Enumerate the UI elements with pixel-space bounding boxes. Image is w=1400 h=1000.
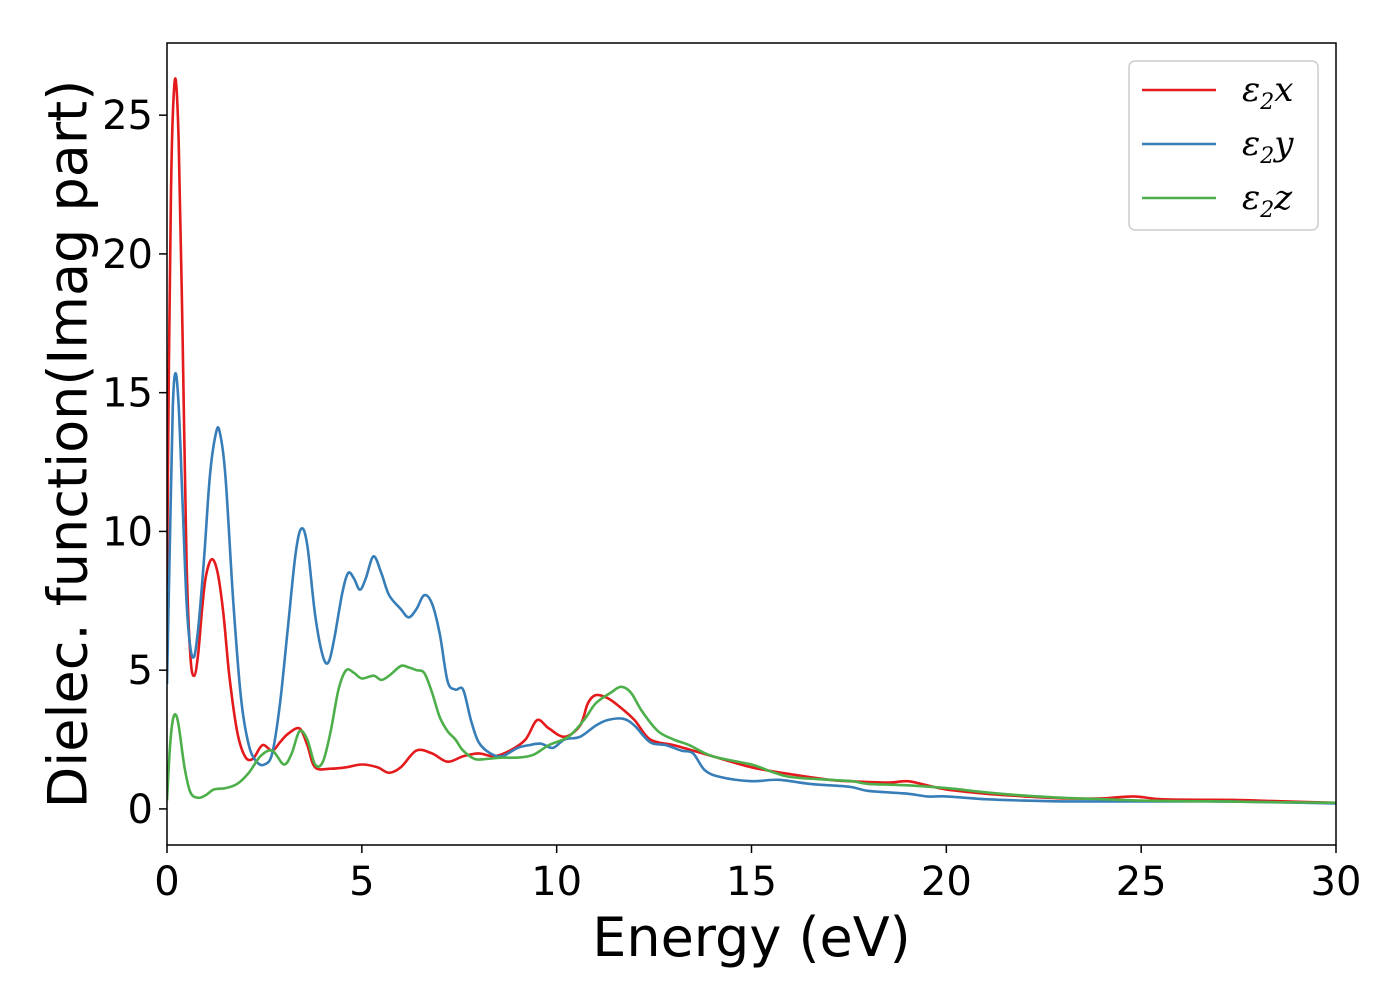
y-axis-label: Dielec. function(Imag part)	[37, 80, 100, 809]
y-tick-label: 5	[128, 648, 153, 694]
y-tick-label: 25	[102, 93, 153, 139]
x-tick-label: 25	[1116, 859, 1167, 905]
x-tick-label: 0	[154, 859, 179, 905]
x-tick-label: 10	[531, 859, 582, 905]
series-line-y	[167, 371, 1336, 805]
legend-box	[1128, 60, 1319, 231]
x-tick-label: 5	[349, 859, 374, 905]
x-tick-label: 20	[921, 859, 972, 905]
legend-entry: ε2y	[1242, 124, 1294, 169]
x-tick-label: 15	[726, 859, 777, 905]
y-axis: 0 5 10 15 20 25	[102, 93, 167, 833]
y-tick-label: 0	[128, 787, 153, 833]
series-line-z	[167, 664, 1336, 805]
x-axis: 0 5 10 15 20 25 30	[154, 845, 1361, 905]
series-layer	[167, 77, 1336, 805]
y-tick-label: 15	[102, 371, 153, 417]
legend-entry: ε2x	[1242, 70, 1293, 115]
legend: ε2x ε2y ε2z	[1128, 60, 1319, 231]
y-tick-label: 10	[102, 509, 153, 555]
y-tick-label: 20	[102, 232, 153, 278]
series-line-x	[167, 77, 1336, 805]
x-axis-label: Energy (eV)	[592, 906, 911, 969]
x-tick-label: 30	[1311, 859, 1362, 905]
legend-entry: ε2z	[1242, 178, 1293, 223]
